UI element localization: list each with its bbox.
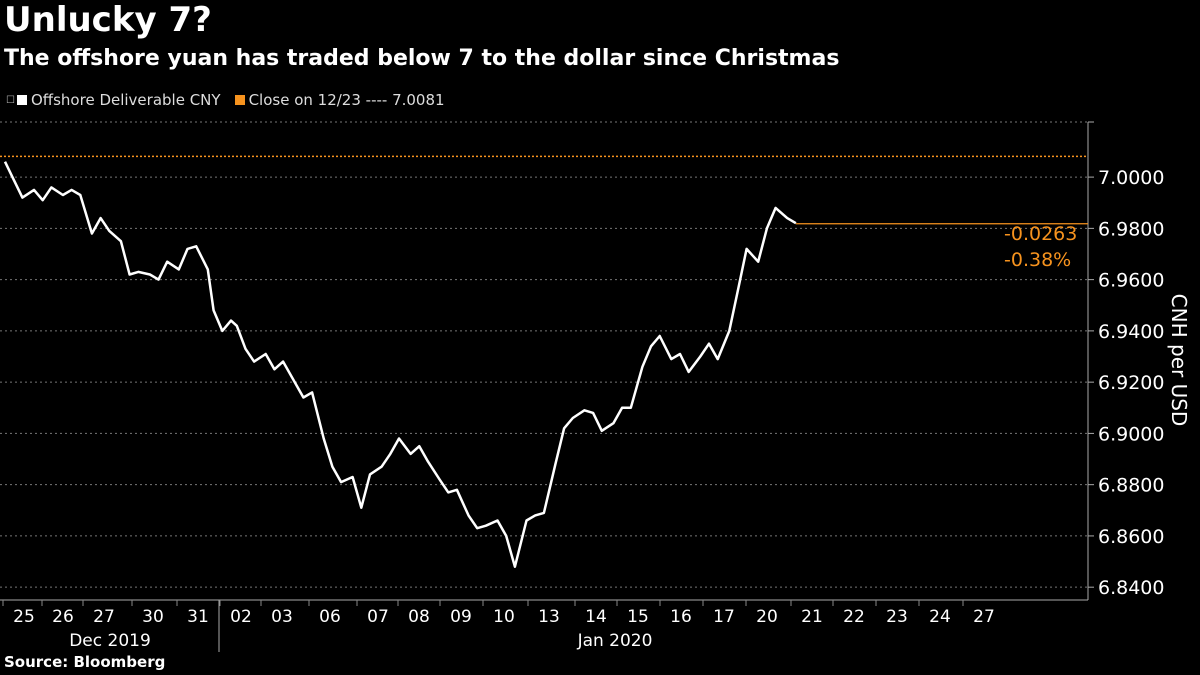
change-pct-label: -0.38% xyxy=(1004,249,1071,271)
y-tick-label: 6.9800 xyxy=(1098,218,1164,240)
legend-label-series: Offshore Deliverable CNY xyxy=(30,91,221,109)
x-tick-label: 03 xyxy=(271,607,293,627)
x-tick-label: 21 xyxy=(801,607,823,627)
x-tick-label: 08 xyxy=(408,607,430,627)
x-tick-label: 14 xyxy=(585,607,607,627)
x-tick-label: 07 xyxy=(367,607,389,627)
source-note: Source: Bloomberg xyxy=(4,653,166,671)
x-tick-label: 24 xyxy=(929,607,951,627)
x-tick-label: 13 xyxy=(538,607,560,627)
x-month-label-dec: Dec 2019 xyxy=(69,631,151,651)
y-tick-label: 6.8800 xyxy=(1098,475,1164,497)
x-tick-label: 09 xyxy=(450,607,472,627)
legend-item-close: Close on 12/23 ---- 7.0081 xyxy=(234,91,445,109)
legend-swatch-close xyxy=(234,95,245,105)
y-tick-label: 6.9000 xyxy=(1098,423,1164,445)
legend-marker-icon: ☐ xyxy=(6,94,15,106)
x-tick-label: 10 xyxy=(493,607,515,627)
y-tick-label: 6.8400 xyxy=(1098,577,1164,599)
x-tick-label: 22 xyxy=(843,607,865,627)
legend-swatch-series xyxy=(16,95,27,105)
x-month-label-jan: Jan 2020 xyxy=(577,631,653,651)
chart-title: Unlucky 7? xyxy=(4,0,212,40)
series-line xyxy=(3,161,797,568)
y-tick-label: 6.8600 xyxy=(1098,526,1164,548)
y-tick-label: 6.9600 xyxy=(1098,270,1164,292)
y-tick-label: 7.0000 xyxy=(1098,167,1164,189)
x-tick-label: 30 xyxy=(142,607,164,627)
x-tick-label: 26 xyxy=(52,607,74,627)
x-tick-label: 31 xyxy=(187,607,209,627)
x-tick-label: 02 xyxy=(230,607,252,627)
legend-label-close: Close on 12/23 ---- 7.0081 xyxy=(248,91,445,109)
legend-item-series: ☐ Offshore Deliverable CNY xyxy=(6,91,221,109)
x-tick-label: 20 xyxy=(756,607,778,627)
x-tick-label: 15 xyxy=(627,607,649,627)
y-tick-label: 6.9400 xyxy=(1098,321,1164,343)
x-tick-label: 06 xyxy=(319,607,341,627)
change-abs-label: -0.0263 xyxy=(1004,223,1077,245)
legend: ☐ Offshore Deliverable CNY Close on 12/2… xyxy=(6,91,459,109)
y-axis-title: CNH per USD xyxy=(1167,294,1191,427)
x-tick-label: 25 xyxy=(13,607,35,627)
x-tick-label: 16 xyxy=(670,607,692,627)
x-tick-label: 23 xyxy=(886,607,908,627)
y-tick-label: 6.9200 xyxy=(1098,372,1164,394)
x-tick-label: 17 xyxy=(713,607,735,627)
chart-subtitle: The offshore yuan has traded below 7 to … xyxy=(4,46,840,71)
x-tick-label: 27 xyxy=(973,607,995,627)
x-tick-label: 27 xyxy=(93,607,115,627)
